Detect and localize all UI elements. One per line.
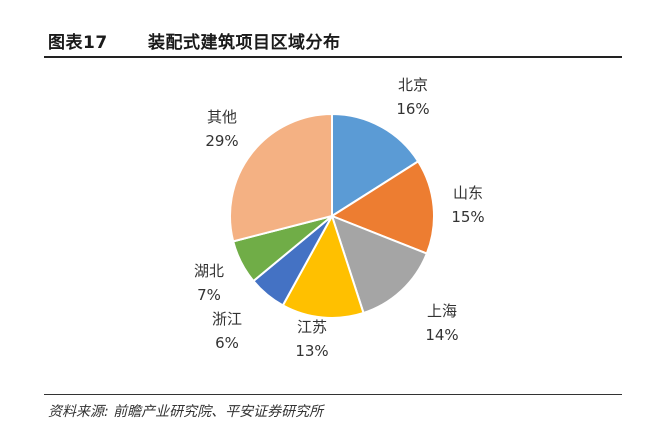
source-note: 资料来源: 前瞻产业研究院、平安证券研究所 — [48, 404, 324, 420]
slice-name-label: 湖北 — [194, 262, 224, 280]
pie-slice-3 — [281, 213, 365, 319]
slice-value-label: 7% — [197, 286, 221, 304]
pie-slice-6 — [229, 112, 333, 243]
slice-name-label: 浙江 — [212, 310, 242, 328]
figure-footer: 资料来源: 前瞻产业研究院、平安证券研究所 — [44, 394, 622, 420]
slice-name-label: 其他 — [207, 108, 237, 126]
pie-chart: 北京 16% 山东 15% 上海 14% 江苏 13% 浙江 6% 湖北 7% 其他 29% — [194, 76, 485, 360]
slice-name-label: 北京 — [398, 76, 428, 94]
slice-value-label: 14% — [425, 326, 458, 344]
slice-name-label: 山东 — [453, 184, 483, 202]
slice-value-label: 29% — [205, 132, 238, 150]
pie-chart-area: 北京 16% 山东 15% 上海 14% 江苏 13% 浙江 6% 湖北 7% 其他 29% — [0, 60, 651, 390]
slice-name-label: 上海 — [427, 302, 457, 320]
slice-value-label: 6% — [215, 334, 239, 352]
slice-value-label: 15% — [451, 208, 484, 226]
slice-name-label: 江苏 — [297, 318, 327, 336]
figure-number: 图表17 — [48, 33, 108, 53]
slice-value-label: 13% — [295, 342, 328, 360]
figure-header: 图表17 装配式建筑项目区域分布 — [44, 26, 622, 58]
pie-slice-0 — [331, 112, 420, 218]
slice-value-label: 16% — [396, 100, 429, 118]
pie-slice-1 — [329, 159, 435, 255]
figure-title: 装配式建筑项目区域分布 — [148, 33, 341, 53]
